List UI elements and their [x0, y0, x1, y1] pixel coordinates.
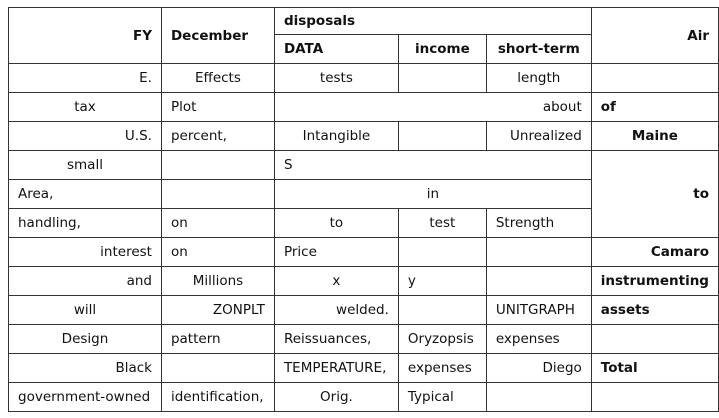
- table-cell: Black: [8, 353, 162, 383]
- table-cell: to: [590, 150, 719, 238]
- table-row: Area, in: [8, 179, 719, 209]
- table-cell: on: [160, 208, 275, 238]
- table-cell: y: [397, 266, 487, 296]
- table-cell: Reissuances,: [273, 324, 399, 354]
- table-cell: Design: [8, 324, 162, 354]
- table-cell: expenses: [485, 324, 592, 354]
- table-row: E. Effects tests length: [8, 63, 719, 93]
- header-air: Air: [590, 7, 719, 64]
- table-cell: expenses: [397, 353, 487, 383]
- table-cell: welded.: [273, 295, 399, 325]
- table-row: government-owned identification, Orig. T…: [8, 382, 719, 412]
- table-cell: tax: [8, 92, 162, 122]
- table-row: and Millions x y instrumenting: [8, 266, 719, 296]
- table-cell: about: [273, 92, 592, 122]
- header-subrow: DATA income short-term: [9, 34, 719, 64]
- table-cell: Millions: [160, 266, 275, 296]
- table-row: Black TEMPERATURE, expenses Diego Total: [8, 353, 719, 383]
- table-cell: Camaro: [590, 237, 719, 267]
- table-cell: assets: [590, 295, 719, 325]
- table-cell: and: [8, 266, 162, 296]
- table-cell: [397, 237, 487, 267]
- table-cell: handling,: [8, 208, 162, 238]
- table-row: handling, on to test Strength: [8, 208, 719, 238]
- table-cell: percent,: [160, 121, 275, 151]
- table-cell: Strength: [485, 208, 592, 238]
- table-cell: Typical: [397, 382, 487, 412]
- table-cell: [485, 237, 592, 267]
- table-cell: [397, 63, 487, 93]
- table-cell: tests: [273, 63, 399, 93]
- table-cell: E.: [8, 63, 162, 93]
- table-cell: on: [160, 237, 275, 267]
- table-cell: [590, 324, 719, 354]
- table-cell: Effects: [160, 63, 275, 93]
- header-fy: FY: [8, 7, 162, 64]
- table-cell: [160, 353, 275, 383]
- table-cell: Price: [273, 237, 399, 267]
- table-cell: in: [273, 179, 592, 209]
- table-row: U.S. percent, Intangible Unrealized Main…: [8, 121, 719, 151]
- table-cell: of: [590, 92, 719, 122]
- header-income: income: [397, 34, 487, 64]
- table-cell: [397, 295, 487, 325]
- table-cell: pattern: [160, 324, 275, 354]
- table-cell: [590, 382, 719, 412]
- table-cell: length: [485, 63, 592, 93]
- table-cell: instrumenting: [590, 266, 719, 296]
- table-cell: Plot: [160, 92, 275, 122]
- table-cell: [160, 179, 275, 209]
- header-disposals: disposals: [273, 7, 592, 35]
- table-cell: Diego: [485, 353, 592, 383]
- header-data: DATA: [273, 34, 399, 64]
- table-cell: [590, 63, 719, 93]
- table-cell: UNITGRAPH: [485, 295, 592, 325]
- table-row: interest on Price Camaro: [8, 237, 719, 267]
- table-cell: Intangible: [273, 121, 399, 151]
- table-cell: will: [8, 295, 162, 325]
- table-cell: S: [273, 150, 592, 180]
- header-row: FY December disposals Air: [8, 7, 719, 64]
- table-cell: Unrealized: [485, 121, 592, 151]
- table-cell: government-owned: [8, 382, 162, 412]
- table-cell: Area,: [8, 179, 162, 209]
- table-cell: interest: [8, 237, 162, 267]
- table-cell: Total: [590, 353, 719, 383]
- table-cell: [485, 382, 592, 412]
- table-cell: Oryzopsis: [397, 324, 487, 354]
- table-cell: [397, 121, 487, 151]
- table-cell: Maine: [590, 121, 719, 151]
- table-cell: ZONPLT: [160, 295, 275, 325]
- table-cell: x: [273, 266, 399, 296]
- header-december: December: [160, 7, 275, 64]
- table-row: small S to: [8, 150, 719, 238]
- table-cell: Orig.: [273, 382, 399, 412]
- table-cell: [485, 266, 592, 296]
- header-short-term: short-term: [485, 34, 592, 64]
- table-row: tax Plot about of: [8, 92, 719, 122]
- table-cell: test: [397, 208, 487, 238]
- table-cell: identification,: [160, 382, 275, 412]
- table-row: will ZONPLT welded. UNITGRAPH assets: [8, 295, 719, 325]
- table-cell: TEMPERATURE,: [273, 353, 399, 383]
- table-cell: to: [273, 208, 399, 238]
- table-cell: U.S.: [8, 121, 162, 151]
- table-cell: small: [8, 150, 162, 180]
- data-table: FY December disposals Air DATA income sh…: [8, 7, 719, 412]
- table-cell: [160, 150, 275, 180]
- table-row: Design pattern Reissuances, Oryzopsis ex…: [8, 324, 719, 354]
